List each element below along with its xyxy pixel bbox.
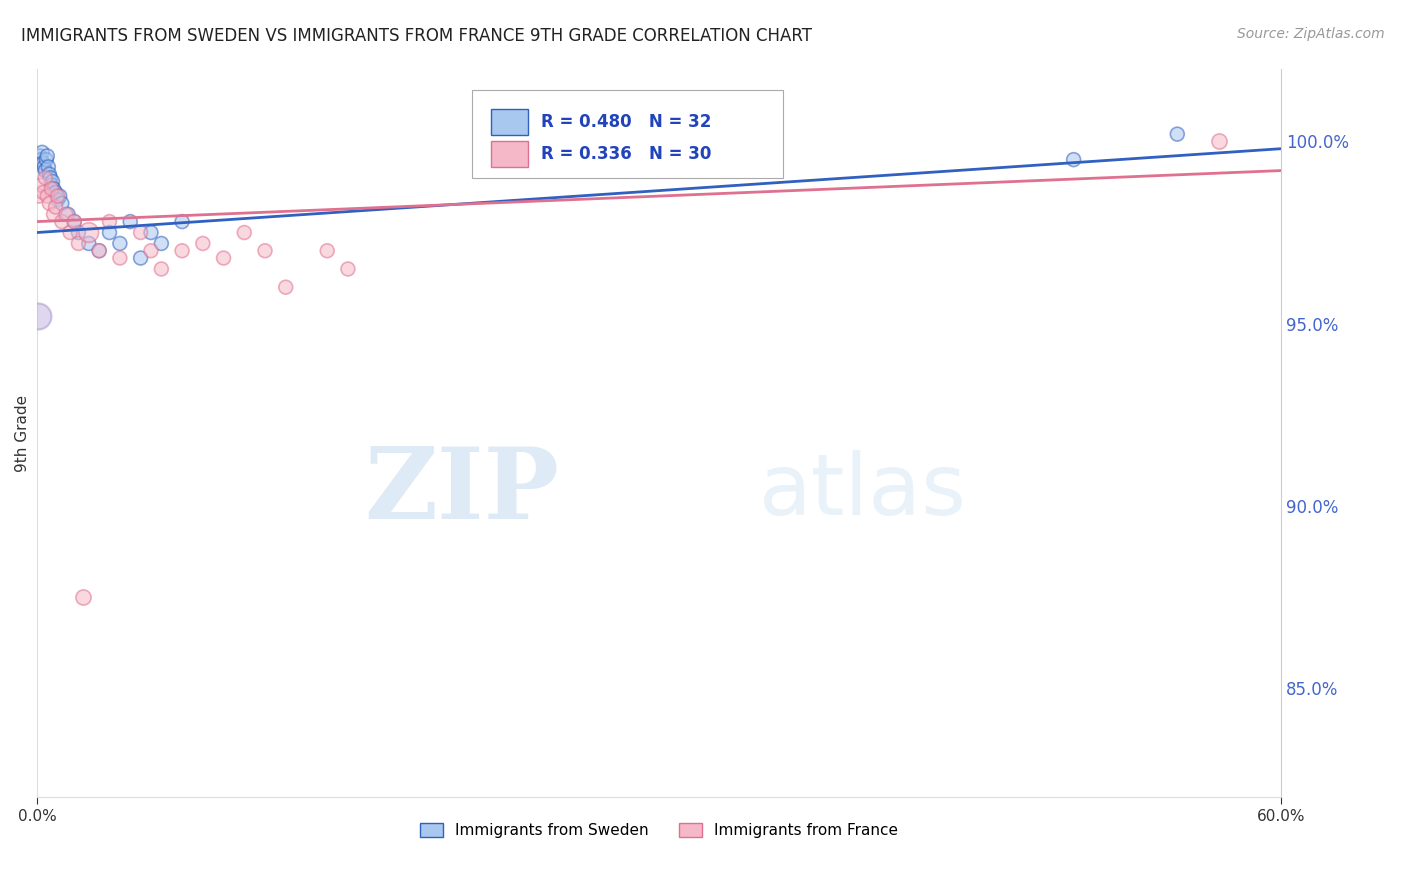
Point [233, 226, 256, 240]
Text: ZIP: ZIP [364, 442, 560, 540]
Point [32, 156, 55, 170]
Point [28, 189, 51, 203]
Point [191, 236, 214, 251]
Point [1208, 135, 1230, 149]
Point [59, 226, 82, 240]
Point [27, 310, 49, 324]
Point [34, 170, 56, 185]
Point [72, 590, 94, 604]
Text: R = 0.480   N = 32: R = 0.480 N = 32 [541, 112, 711, 131]
Point [67, 236, 90, 251]
Point [63, 214, 86, 228]
Point [77, 236, 100, 251]
Point [46, 189, 69, 203]
Point [39, 170, 62, 185]
Point [38, 196, 60, 211]
Point [28, 149, 51, 163]
Point [139, 226, 162, 240]
Point [41, 174, 63, 188]
Point [30, 178, 52, 193]
Point [51, 214, 73, 228]
Point [32, 160, 55, 174]
Point [67, 226, 90, 240]
Point [139, 244, 162, 258]
Point [316, 244, 339, 258]
Point [34, 163, 56, 178]
Point [89, 244, 111, 258]
Point [108, 236, 131, 251]
Y-axis label: 9th Grade: 9th Grade [15, 394, 30, 472]
Point [1063, 153, 1085, 167]
Point [37, 189, 59, 203]
Point [253, 244, 276, 258]
Point [77, 226, 100, 240]
Point [150, 236, 173, 251]
Text: atlas: atlas [758, 450, 966, 533]
Point [98, 214, 121, 228]
Bar [491, 141, 529, 167]
Point [42, 207, 65, 221]
Point [120, 214, 142, 228]
Point [108, 251, 131, 265]
Point [45, 200, 67, 214]
Point [41, 182, 63, 196]
Point [48, 189, 70, 203]
Point [41, 178, 63, 193]
Point [172, 244, 194, 258]
Text: Source: ZipAtlas.com: Source: ZipAtlas.com [1237, 27, 1385, 41]
Point [35, 153, 58, 167]
Point [98, 226, 121, 240]
Point [56, 207, 79, 221]
Point [55, 207, 77, 221]
Point [46, 193, 69, 207]
Point [89, 244, 111, 258]
Bar [491, 109, 529, 135]
Point [172, 214, 194, 228]
Legend: Immigrants from Sweden, Immigrants from France: Immigrants from Sweden, Immigrants from … [413, 817, 904, 845]
Point [38, 167, 60, 181]
Point [336, 262, 359, 277]
Point [31, 145, 53, 160]
Point [30, 153, 52, 167]
Point [45, 186, 67, 200]
Point [212, 251, 235, 265]
Point [129, 226, 152, 240]
Text: IMMIGRANTS FROM SWEDEN VS IMMIGRANTS FROM FRANCE 9TH GRADE CORRELATION CHART: IMMIGRANTS FROM SWEDEN VS IMMIGRANTS FRO… [21, 27, 813, 45]
Point [37, 160, 59, 174]
Point [32, 186, 55, 200]
Text: R = 0.336   N = 30: R = 0.336 N = 30 [541, 145, 711, 163]
Point [37, 149, 59, 163]
Point [51, 196, 73, 211]
Point [150, 262, 173, 277]
Point [1166, 127, 1188, 141]
Point [42, 182, 65, 196]
Point [63, 214, 86, 228]
Point [274, 280, 297, 294]
Point [129, 251, 152, 265]
FancyBboxPatch shape [472, 90, 783, 178]
